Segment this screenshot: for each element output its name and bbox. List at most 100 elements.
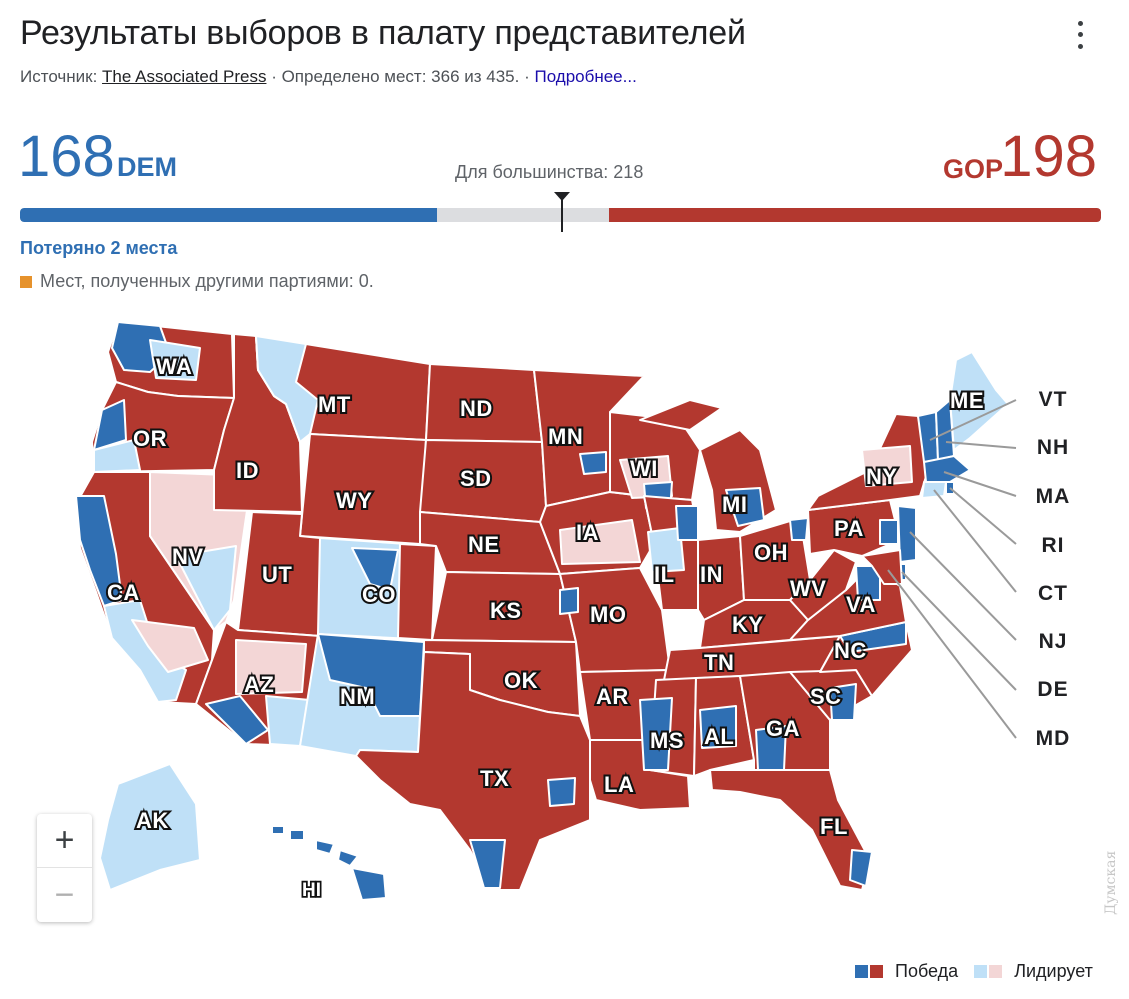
- label-wi: WI: [630, 456, 658, 481]
- label-ia: IA: [576, 520, 599, 545]
- district-mi-dem[interactable]: [725, 487, 765, 527]
- zoom-out-button[interactable]: −: [54, 875, 75, 914]
- district-il-lead[interactable]: [647, 527, 685, 573]
- district-ca-gop-lead[interactable]: [131, 619, 209, 673]
- district-az-gop-lead[interactable]: [235, 639, 307, 695]
- state-hi-2[interactable]: [289, 829, 305, 841]
- district-ca-dem[interactable]: [75, 495, 123, 607]
- state-mi-up[interactable]: [639, 399, 723, 431]
- district-co-gop[interactable]: [397, 543, 437, 641]
- state-wv[interactable]: [789, 549, 857, 621]
- seats-lost-text: Потеряно 2 места: [20, 238, 178, 258]
- district-pa-dem[interactable]: [879, 519, 899, 545]
- district-sc-dem[interactable]: [829, 683, 857, 721]
- label-wv: WV: [790, 576, 826, 601]
- state-hi-1[interactable]: [271, 825, 285, 835]
- label-la: LA: [604, 772, 634, 797]
- label-ne: NE: [468, 532, 500, 557]
- district-oh-dem[interactable]: [789, 517, 809, 541]
- source-link[interactable]: The Associated Press: [102, 67, 267, 86]
- decided-text: · Определено мест: 366 из 435. ·: [271, 67, 530, 86]
- label-ut: UT: [262, 562, 292, 587]
- gop-bar-fill: [609, 208, 1101, 222]
- label-nv: NV: [172, 544, 204, 569]
- other-parties-note: Мест, полученных другими партиями: 0.: [20, 271, 374, 292]
- callout-line-md: [887, 569, 1017, 739]
- label-nc: NC: [834, 638, 867, 663]
- callout-ct[interactable]: CT: [1038, 582, 1068, 605]
- state-me[interactable]: [949, 351, 1009, 451]
- label-ca: CA: [107, 580, 140, 605]
- label-ms: MS: [650, 728, 684, 753]
- state-tx[interactable]: [355, 651, 591, 891]
- label-tn: TN: [704, 650, 734, 675]
- district-ms-dem[interactable]: [639, 697, 673, 771]
- label-wa: WA: [156, 354, 192, 379]
- label-sd: SD: [460, 466, 492, 491]
- us-house-map[interactable]: WA OR CA NV ID MT WY UT AZ CO NM ND SD N…: [0, 300, 1129, 940]
- callout-nj[interactable]: NJ: [1038, 630, 1068, 653]
- label-ny: NY: [866, 464, 898, 489]
- callout-line-ma: [943, 471, 1017, 497]
- label-nm: NM: [340, 684, 375, 709]
- callout-ri[interactable]: RI: [1041, 534, 1065, 557]
- more-options-icon[interactable]: [1068, 18, 1092, 52]
- other-parties-text: Мест, полученных другими партиями: 0.: [40, 271, 374, 291]
- district-fl-dem[interactable]: [849, 849, 873, 887]
- district-or-dem[interactable]: [93, 399, 127, 451]
- watermark: Думская: [1103, 850, 1119, 915]
- callout-vt[interactable]: VT: [1038, 388, 1068, 411]
- label-ks: KS: [490, 598, 522, 623]
- callout-line-de: [901, 571, 1017, 691]
- dem-bar-fill: [20, 208, 437, 222]
- district-al-dem[interactable]: [699, 705, 737, 749]
- other-parties-swatch: [20, 275, 32, 288]
- district-ny-gop-lead[interactable]: [861, 445, 913, 487]
- callout-md[interactable]: MD: [1035, 727, 1071, 750]
- callout-line-vt: [929, 399, 1017, 441]
- state-hi-4[interactable]: [337, 849, 359, 867]
- state-ma[interactable]: [923, 455, 971, 483]
- legend-lead-label: Лидирует: [1014, 961, 1093, 981]
- label-il: IL: [654, 562, 675, 587]
- state-hi-3[interactable]: [315, 839, 335, 855]
- state-ak[interactable]: [99, 763, 201, 891]
- callout-nh[interactable]: NH: [1036, 436, 1070, 459]
- label-oh: OH: [754, 540, 788, 565]
- zoom-in-button[interactable]: +: [37, 814, 92, 868]
- state-nj[interactable]: [897, 505, 917, 563]
- district-mn-dem[interactable]: [579, 451, 607, 475]
- district-il-dem[interactable]: [675, 505, 699, 541]
- more-link[interactable]: Подробнее...: [534, 67, 637, 86]
- district-tx-dem-south[interactable]: [469, 839, 506, 889]
- state-hi-5[interactable]: [351, 867, 387, 901]
- district-wa-lead[interactable]: [149, 339, 201, 381]
- district-or-lead[interactable]: [93, 439, 141, 473]
- label-mt: MT: [318, 392, 351, 417]
- label-pa: PA: [834, 516, 864, 541]
- district-co-dem[interactable]: [351, 547, 399, 591]
- district-tx-dem-houston[interactable]: [547, 777, 576, 807]
- district-mo-dem[interactable]: [559, 587, 579, 615]
- district-ca-lead[interactable]: [103, 599, 187, 703]
- page-title: Результаты выборов в палату представител…: [20, 14, 746, 52]
- label-ak: AK: [136, 808, 169, 833]
- district-ia-gop-lead[interactable]: [559, 519, 641, 565]
- state-fl[interactable]: [709, 769, 871, 891]
- district-nv-lead[interactable]: [175, 545, 237, 631]
- callout-line-nj: [909, 531, 1017, 641]
- majority-marker-icon: [554, 192, 570, 201]
- callout-lines: [887, 399, 1017, 739]
- label-fl: FL: [820, 814, 848, 839]
- callout-ma[interactable]: MA: [1035, 485, 1071, 508]
- label-ar: AR: [596, 684, 629, 709]
- label-in: IN: [700, 562, 723, 587]
- label-id: ID: [236, 458, 259, 483]
- label-or: OR: [133, 426, 167, 451]
- dem-label: DEM: [117, 152, 177, 182]
- district-mt-lead[interactable]: [255, 335, 319, 443]
- seat-progress-bar: [20, 208, 1101, 222]
- dem-seat-count: 168: [18, 124, 115, 189]
- label-ga: GA: [766, 716, 800, 741]
- callout-de[interactable]: DE: [1037, 678, 1069, 701]
